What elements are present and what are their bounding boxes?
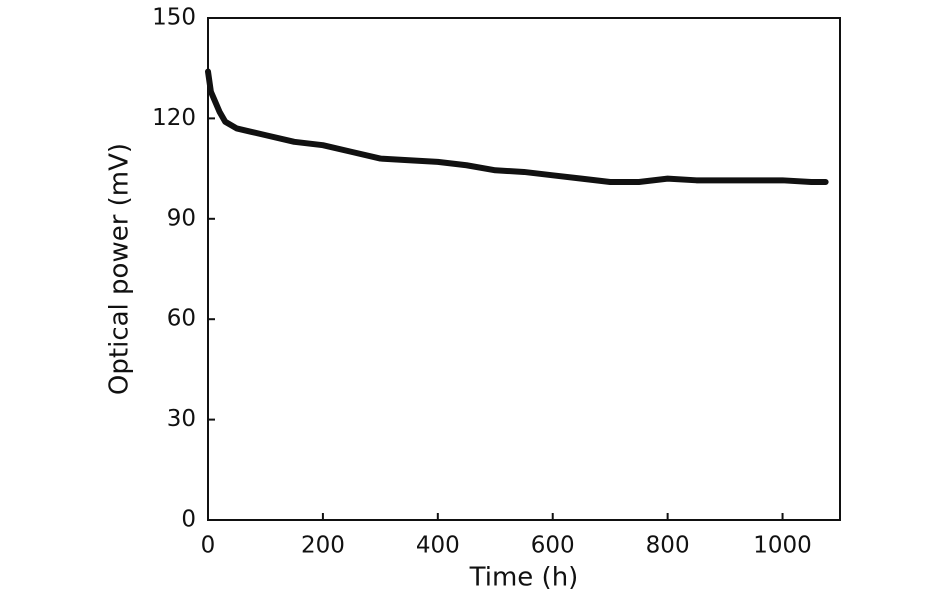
y-tick-label: 60 — [167, 306, 196, 332]
y-tick-label: 30 — [167, 406, 196, 432]
y-axis-label: Optical power (mV) — [105, 143, 135, 395]
y-tick-label: 120 — [152, 105, 196, 131]
x-tick-label: 1000 — [753, 533, 812, 559]
plot-frame — [207, 17, 841, 521]
y-tick-label: 0 — [181, 507, 196, 533]
x-tick-label: 800 — [646, 533, 690, 559]
x-axis-label: Time (h) — [469, 563, 579, 593]
y-tick-label: 150 — [152, 5, 196, 31]
data-line — [205, 68, 829, 185]
y-tick-label: 90 — [167, 205, 196, 231]
x-tick-label: 400 — [416, 533, 460, 559]
x-tick-label: 0 — [201, 533, 216, 559]
x-tick-label: 200 — [301, 533, 345, 559]
x-tick-label: 600 — [531, 533, 575, 559]
